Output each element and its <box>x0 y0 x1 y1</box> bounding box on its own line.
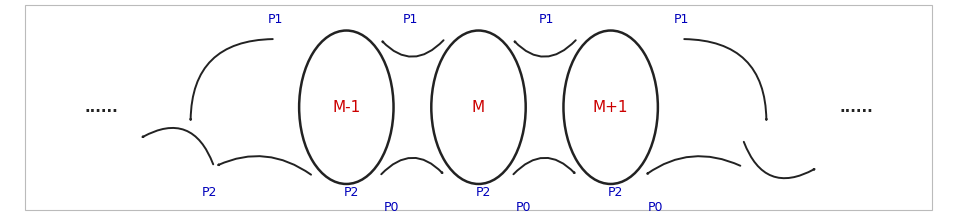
Text: P1: P1 <box>403 13 418 26</box>
Text: ......: ...... <box>839 100 873 115</box>
Text: P1: P1 <box>268 13 283 26</box>
Text: P1: P1 <box>539 13 554 26</box>
Text: P0: P0 <box>384 201 399 214</box>
Text: ......: ...... <box>84 100 118 115</box>
FancyArrowPatch shape <box>684 39 767 120</box>
FancyArrowPatch shape <box>218 156 311 175</box>
FancyArrowPatch shape <box>514 158 574 174</box>
FancyArrowPatch shape <box>744 142 814 178</box>
Text: P1: P1 <box>674 13 689 26</box>
FancyArrowPatch shape <box>381 158 442 174</box>
FancyArrowPatch shape <box>647 156 741 174</box>
FancyArrowPatch shape <box>190 39 273 120</box>
Text: P2: P2 <box>476 186 491 199</box>
Text: M-1: M-1 <box>332 100 361 115</box>
FancyArrowPatch shape <box>383 40 443 57</box>
FancyArrowPatch shape <box>515 40 576 57</box>
FancyArrowPatch shape <box>143 128 213 164</box>
Text: P2: P2 <box>344 186 359 199</box>
Text: P0: P0 <box>648 201 664 214</box>
Text: P2: P2 <box>202 186 217 199</box>
Text: M: M <box>472 100 485 115</box>
Text: M+1: M+1 <box>593 100 629 115</box>
Text: P0: P0 <box>516 201 531 214</box>
Text: P2: P2 <box>608 186 623 199</box>
